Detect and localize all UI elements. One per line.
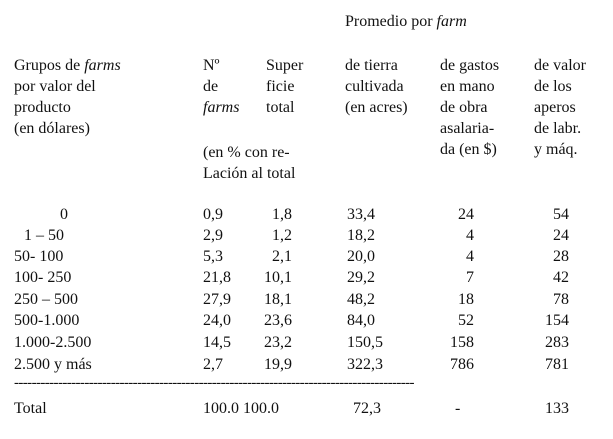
cell-group: 1 – 50: [24, 227, 64, 244]
cell-tierra: 20,0: [347, 248, 375, 265]
total-sup: 100.0: [243, 400, 279, 417]
cell-valor: 54: [553, 206, 569, 223]
cell-gastos: 786: [450, 356, 474, 373]
gastos-header: de gastos en mano de obra asalaria-da (en $…: [440, 57, 500, 158]
cell-tierra: 18,2: [347, 227, 375, 244]
cell-num: 24,0: [203, 312, 231, 329]
separator-line: ----------------------------------------…: [14, 375, 415, 391]
cell-valor: 78: [553, 291, 569, 308]
cell-tierra: 150,5: [347, 334, 383, 351]
cell-gastos: 18: [458, 291, 474, 308]
promedio-heading: Promedio por farm: [345, 13, 467, 30]
cell-sup: 10,1: [264, 269, 292, 286]
cell-valor: 154: [545, 312, 569, 329]
cell-group: 100- 250: [14, 269, 72, 286]
cell-group: 0: [60, 206, 68, 223]
cell-gastos: 24: [458, 206, 474, 223]
cell-group: 2.500 y más: [14, 356, 92, 373]
cell-num: 27,9: [203, 291, 231, 308]
cell-sup: 2,1: [272, 248, 292, 265]
cell-tierra: 33,4: [347, 206, 375, 223]
cell-group: 50- 100: [14, 248, 64, 265]
tierra-header: de tierra cultivada (en acres): [345, 57, 408, 116]
num-farms-header: Nº de farms: [203, 57, 240, 116]
cell-valor: 42: [553, 269, 569, 286]
group-header: Grupos de farms por valor del producto (en…: [14, 57, 121, 137]
cell-valor: 28: [553, 248, 569, 265]
cell-tierra: 322,3: [347, 356, 383, 373]
cell-gastos: 158: [450, 334, 474, 351]
cell-tierra: 29,2: [347, 269, 375, 286]
total-label: Total: [14, 400, 47, 417]
cell-group: 500-1.000: [14, 312, 80, 329]
total-tierra: 72,3: [353, 400, 381, 417]
cell-gastos: 4: [466, 227, 474, 244]
cell-sup: 19,9: [264, 356, 292, 373]
cell-sup: 18,1: [264, 291, 292, 308]
cell-sup: 23,6: [264, 312, 292, 329]
cell-valor: 781: [545, 356, 569, 373]
cell-sup: 1,8: [272, 206, 292, 223]
cell-num: 5,3: [203, 248, 223, 265]
cell-num: 0,9: [203, 206, 223, 223]
total-gastos: -: [455, 400, 461, 417]
cell-num: 14,5: [203, 334, 231, 351]
cell-gastos: 52: [458, 312, 474, 329]
cell-valor: 24: [553, 227, 569, 244]
valor-header: de valor de los aperos de labr. y máq.: [534, 57, 586, 158]
cell-valor: 283: [545, 334, 569, 351]
cell-group: 250 – 500: [14, 291, 78, 308]
cell-gastos: 7: [466, 269, 474, 286]
cell-sup: 23,2: [264, 334, 292, 351]
cell-num: 21,8: [203, 269, 231, 286]
cell-num: 2,9: [203, 227, 223, 244]
cell-gastos: 4: [466, 248, 474, 265]
total-valor: 133: [545, 400, 569, 417]
cell-tierra: 48,2: [347, 291, 375, 308]
superficie-header: Super ficie total: [266, 57, 304, 116]
total-num: 100.0: [203, 400, 239, 417]
percent-note: (en % con re- Lación al total: [203, 144, 296, 182]
cell-sup: 1,2: [272, 227, 292, 244]
cell-group: 1.000-2.500: [14, 334, 92, 351]
cell-num: 2,7: [203, 356, 223, 373]
cell-tierra: 84,0: [347, 312, 375, 329]
